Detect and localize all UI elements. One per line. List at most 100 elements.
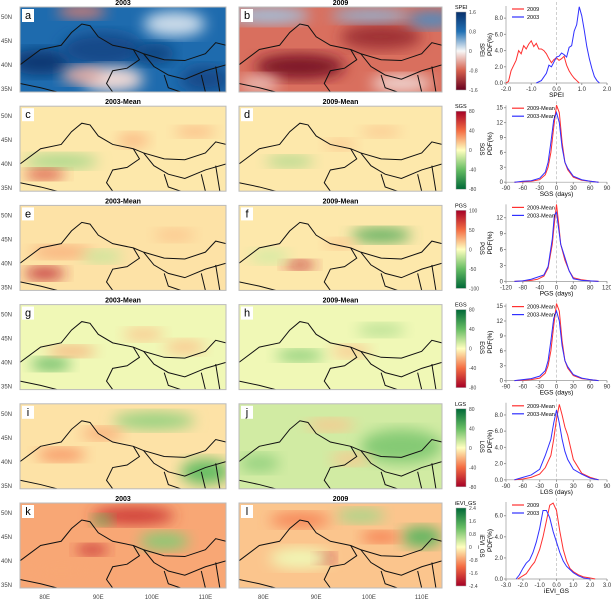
x-tick-label: 60 <box>587 385 594 391</box>
colorbar-axis-label: LGS <box>478 441 484 453</box>
map-frame <box>238 105 443 192</box>
country-border <box>143 549 226 576</box>
country-border <box>360 450 442 477</box>
x-tick-label: 60 <box>587 484 594 490</box>
x-tick-label: -40 <box>535 285 544 291</box>
colorbar-tick: 40 <box>469 129 475 135</box>
x-tick-label: 2.0 <box>586 583 595 589</box>
y-tick-label: 3 <box>500 263 504 269</box>
country-border <box>380 174 398 192</box>
country-border <box>360 351 442 378</box>
x-axis-label: PGS (days) <box>540 290 574 297</box>
y-tick-label: 8.0 <box>495 16 504 22</box>
country-border <box>105 247 141 291</box>
pdf-line-2003-Mean <box>514 309 599 382</box>
x-axis-label: iEVI_GS <box>544 588 570 595</box>
panel-letter-bg <box>241 207 253 221</box>
x-tick-label: 0.0 <box>552 87 561 93</box>
pdf-chart-5: 0.0 2.0 4.0 6.0 -3.0 -2.0 -1.0 0.0 1.0 2.0 3.0 iEVI… <box>487 498 611 595</box>
x-tick-label: 0 <box>555 186 559 192</box>
panel-letter: c <box>25 109 31 121</box>
colorbar-tick: -80 <box>469 485 476 491</box>
legend-label: 2009-Mean <box>527 106 555 112</box>
country-border <box>323 346 358 390</box>
panel-letter-bg <box>241 108 253 122</box>
country-border <box>20 420 226 463</box>
legend-label: 2009-Mean <box>527 205 555 211</box>
x-axis-label: LGS (days) <box>540 489 573 496</box>
map-panel-d: d 2009-Mean <box>238 99 443 192</box>
lon-tick-label: 90E <box>311 595 322 600</box>
colorbar-tick: 40 <box>469 327 475 333</box>
map-anomaly-region <box>275 350 325 361</box>
colorbar-gradient <box>455 11 467 91</box>
x-tick-label: 30 <box>570 385 577 391</box>
country-border <box>143 251 226 279</box>
colorbar-tick: 0 <box>469 545 472 551</box>
map-frame <box>19 502 227 589</box>
panel-title: 2003-Mean <box>105 298 141 305</box>
pdf-line-2003-Mean <box>514 111 599 183</box>
lat-tick-label: 50N <box>1 412 12 418</box>
colorbar-tick: 1.6 <box>469 10 476 16</box>
country-border <box>200 174 206 192</box>
pdf-chart-1: 0 3 6 9 12 15 -90 -60 -30 0 30 60 90 SGS (days) PDF(%)… <box>487 101 611 198</box>
colorbar-axis-label: SGS <box>478 143 484 156</box>
colorbar-tick: 80 <box>469 407 475 413</box>
map-anomaly-region <box>24 169 66 180</box>
x-tick-label: 90 <box>604 484 611 490</box>
map-anomaly-region <box>360 126 402 137</box>
y-tick-label: 9 <box>500 232 504 238</box>
country-border <box>163 471 181 489</box>
panel-letter: h <box>244 308 250 320</box>
country-border <box>143 450 226 477</box>
x-tick-label: 120 <box>602 285 611 291</box>
panel-letter: i <box>27 407 29 419</box>
map-panel-f: f 2009-Mean <box>238 198 443 291</box>
map-anomaly-region <box>30 358 72 371</box>
panel-letter: d <box>244 109 250 121</box>
colorbar-tick: 0 <box>469 49 472 55</box>
colorbar-tick: -0.8 <box>469 69 478 75</box>
map-anomaly-region <box>370 75 432 92</box>
legend-label: 2009 <box>527 7 539 13</box>
panel-title: 2009 <box>333 0 349 7</box>
country-border <box>239 23 442 66</box>
lat-tick-label: 45N <box>1 436 12 442</box>
country-border <box>200 74 206 92</box>
map-anomaly-region <box>249 249 290 264</box>
y-tick-label: 2.0 <box>495 556 504 562</box>
country-border <box>323 446 358 489</box>
country-border <box>380 471 398 489</box>
country-border <box>417 570 423 588</box>
x-tick-label: -30 <box>535 385 544 391</box>
legend-label: 2003 <box>527 511 539 517</box>
y-axis-label: PDF(%) <box>487 231 494 254</box>
country-border <box>239 281 276 291</box>
map-field <box>239 403 442 489</box>
map-field <box>239 503 442 588</box>
map-anomaly-region <box>36 448 86 461</box>
y-axis-label: PDF(%) <box>487 529 494 552</box>
colorbar-axis-label: EGS <box>478 341 484 354</box>
map-field <box>239 205 442 291</box>
x-tick-label: 30 <box>570 484 577 490</box>
panel-letter-bg <box>22 9 34 22</box>
map-frame <box>238 6 443 93</box>
country-border <box>431 264 437 291</box>
country-border <box>200 273 206 291</box>
y-axis-label: PDF(%) <box>487 430 494 453</box>
pdf-line-2009 <box>517 502 596 580</box>
country-border <box>360 549 442 576</box>
colorbar-gradient <box>455 110 467 190</box>
map-frame <box>238 204 443 291</box>
legend-label: 2009 <box>527 503 539 509</box>
map-anomaly-region <box>336 508 386 523</box>
pdf-line-2009-Mean <box>514 303 599 382</box>
x-tick-label: -3.0 <box>501 583 512 589</box>
map-anomaly-region <box>143 11 206 37</box>
y-tick-label: 12 <box>496 121 503 127</box>
